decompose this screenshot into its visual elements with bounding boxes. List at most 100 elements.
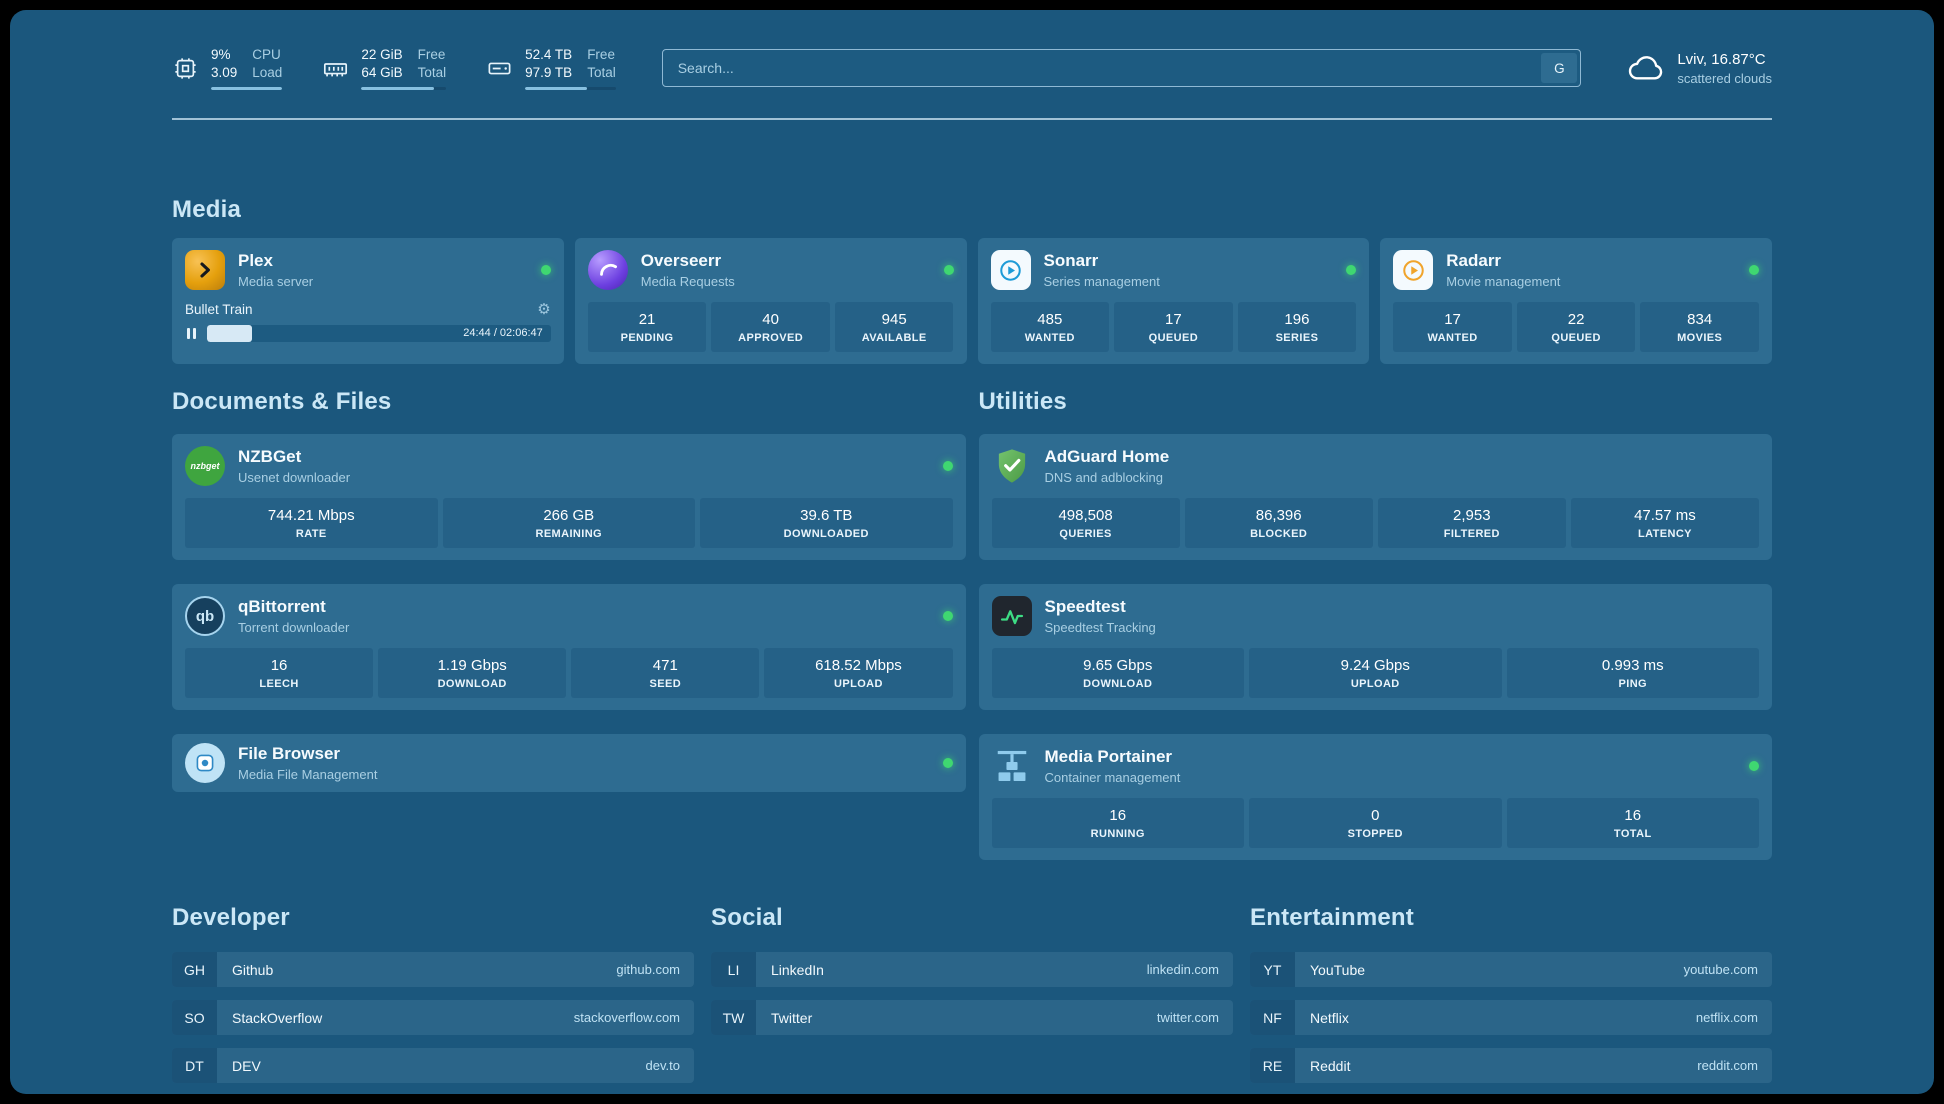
status-dot [1749,761,1759,771]
service-card-filebrowser[interactable]: File Browser Media File Management [172,734,966,792]
service-card-adguard[interactable]: AdGuard Home DNS and adblocking 498,508 … [978,434,1772,560]
link-stackoverflow[interactable]: SO StackOverflow stackoverflow.com [172,1000,694,1035]
service-card-nzbget[interactable]: nzbget NZBGet Usenet downloader 744.21 M… [172,434,966,560]
stat-value: 86,396 [1255,507,1302,524]
stat-label: DOWNLOADED [783,528,869,540]
stat-value: 17 [1444,311,1461,328]
link-name: Twitter [771,1009,813,1026]
link-reddit[interactable]: RE Reddit reddit.com [1250,1048,1772,1083]
link-dev[interactable]: DT DEV dev.to [172,1048,694,1083]
status-dot [942,758,953,768]
section-heading-utilities: Utilities [978,388,1067,415]
service-card-sonarr[interactable]: Sonarr Series management 485 WANTED 17 Q… [977,238,1370,364]
sonarr-stats: 485 WANTED 17 QUEUED 196 SERIES [990,302,1357,352]
service-card-speedtest[interactable]: Speedtest Speedtest Tracking 9.65 Gbps D… [978,584,1772,710]
stat-box: 1.19 Gbps DOWNLOAD [378,648,567,698]
qbittorrent-icon-text: qb [195,607,215,625]
service-card-portainer[interactable]: Media Portainer Container management 16 … [978,734,1772,860]
service-subtitle: Media File Management [238,767,378,782]
stat-box: 471 SEED [571,648,760,698]
link-name: DEV [232,1057,261,1074]
stat-value: 17 [1165,311,1182,328]
disk-free: 52.4 TB [525,47,573,62]
cpu-percent: 9% [211,47,231,62]
gear-icon[interactable]: ⚙ [537,301,551,318]
stat-value: 40 [762,311,779,328]
stat-label: UPLOAD [1350,678,1400,690]
stat-box: 618.52 Mbps UPLOAD [764,648,953,698]
link-group-entertainment: Entertainment YT YouTube youtube.com NF … [1250,904,1772,1083]
stat-label: TOTAL [1613,828,1652,840]
link-netflix[interactable]: NF Netflix netflix.com [1250,1000,1772,1035]
stat-label: WANTED [1024,332,1075,344]
stat-value: 0 [1371,807,1380,824]
stat-value: 16 [1624,807,1642,824]
status-dot [942,611,953,621]
service-card-overseerr[interactable]: Overseerr Media Requests 21 PENDING 40 A… [574,238,967,364]
section-heading-documents: Documents & Files [172,388,392,415]
system-metrics: 9% 3.09 CPU Load [172,46,616,90]
stat-label: BLOCKED [1250,528,1308,540]
stat-value: 1.19 Gbps [437,657,507,674]
stat-value: 22 [1567,311,1585,328]
disk-sublabel: Total [587,65,616,80]
link-domain: dev.to [645,1058,680,1073]
portainer-icon [992,746,1032,786]
stat-value: 498,508 [1058,507,1113,524]
radarr-icon [1393,250,1434,290]
link-youtube[interactable]: YT YouTube youtube.com [1250,952,1772,987]
link-abbr: SO [172,1000,217,1035]
link-abbr: LI [711,952,756,987]
stat-value: 744.21 Mbps [267,507,355,524]
pause-button[interactable] [185,326,198,341]
link-twitter[interactable]: TW Twitter twitter.com [711,1000,1233,1035]
search-provider-button[interactable]: G [1541,53,1578,83]
section-utilities: Utilities [978,388,1772,860]
service-name: NZBGet [238,447,302,466]
search-input[interactable] [665,60,1542,76]
service-name: Media Portainer [1044,747,1173,766]
stat-value: 2,953 [1453,507,1491,524]
link-name: StackOverflow [232,1009,323,1026]
link-github[interactable]: GH Github github.com [172,952,694,987]
qbittorrent-icon: qb [185,596,225,636]
stat-box: 16 TOTAL [1506,798,1759,848]
link-linkedin[interactable]: LI LinkedIn linkedin.com [711,952,1233,987]
service-name: File Browser [238,744,341,763]
stat-box: 16 RUNNING [991,798,1244,848]
ram-usage-bar [361,87,447,90]
cpu-usage-bar [211,87,283,90]
status-dot [942,461,953,471]
service-name: AdGuard Home [1044,447,1170,466]
link-name: LinkedIn [771,961,824,978]
stat-label: UPLOAD [834,678,883,690]
link-abbr: TW [711,1000,756,1035]
link-domain: youtube.com [1683,962,1758,977]
service-card-radarr[interactable]: Radarr Movie management 17 WANTED 22 QUE… [1380,238,1772,364]
disk-label: Free [587,47,615,62]
service-name: Radarr [1446,251,1502,270]
stat-label: LEECH [259,678,299,690]
stat-label: LATENCY [1637,528,1692,540]
stat-value: 16 [270,657,288,674]
stat-label: DOWNLOAD [1083,678,1153,690]
stat-label: RATE [295,528,327,540]
service-name: Sonarr [1043,251,1099,270]
status-dot [540,265,551,275]
stat-box: 498,508 QUERIES [991,498,1180,548]
status-dot [1346,265,1357,275]
service-card-qbittorrent[interactable]: qb qBittorrent Torrent downloader 16 [172,584,966,710]
service-name: Overseerr [640,251,722,270]
ram-metric: 22 GiB 64 GiB Free Total [322,46,447,90]
stat-box: 22 QUEUED [1516,302,1636,352]
dashboard-root: 9% 3.09 CPU Load [10,10,1934,1094]
stat-label: SEED [649,678,682,690]
stat-box: 744.21 Mbps RATE [185,498,438,548]
section-heading-entertainment: Entertainment [1250,904,1414,931]
service-card-plex[interactable]: Plex Media server Bullet Train ⚙ 24: [172,238,564,364]
stat-box: 2,953 FILTERED [1377,498,1566,548]
sonarr-icon [990,250,1031,290]
link-domain: twitter.com [1156,1010,1219,1025]
service-name: qBittorrent [238,597,326,616]
playback-progress-bar[interactable]: 24:44 / 02:06:47 [207,325,551,342]
